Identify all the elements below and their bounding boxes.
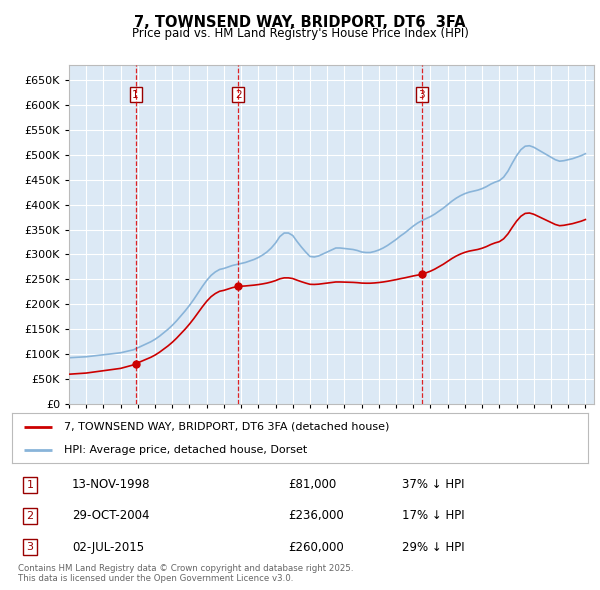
- Text: £81,000: £81,000: [288, 478, 336, 491]
- Text: HPI: Average price, detached house, Dorset: HPI: Average price, detached house, Dors…: [64, 445, 307, 455]
- Text: 13-NOV-1998: 13-NOV-1998: [72, 478, 151, 491]
- Text: 1: 1: [26, 480, 34, 490]
- Text: £260,000: £260,000: [288, 540, 344, 554]
- Text: Price paid vs. HM Land Registry's House Price Index (HPI): Price paid vs. HM Land Registry's House …: [131, 27, 469, 40]
- Text: 17% ↓ HPI: 17% ↓ HPI: [402, 509, 464, 523]
- Text: 1: 1: [133, 90, 139, 100]
- Text: Contains HM Land Registry data © Crown copyright and database right 2025.
This d: Contains HM Land Registry data © Crown c…: [18, 563, 353, 583]
- Text: 2: 2: [235, 90, 242, 100]
- Text: 3: 3: [26, 542, 34, 552]
- Text: 7, TOWNSEND WAY, BRIDPORT, DT6 3FA (detached house): 7, TOWNSEND WAY, BRIDPORT, DT6 3FA (deta…: [64, 421, 389, 431]
- Text: 3: 3: [419, 90, 425, 100]
- Text: 29-OCT-2004: 29-OCT-2004: [72, 509, 149, 523]
- Text: 29% ↓ HPI: 29% ↓ HPI: [402, 540, 464, 554]
- Text: 02-JUL-2015: 02-JUL-2015: [72, 540, 144, 554]
- Text: 37% ↓ HPI: 37% ↓ HPI: [402, 478, 464, 491]
- Text: 7, TOWNSEND WAY, BRIDPORT, DT6  3FA: 7, TOWNSEND WAY, BRIDPORT, DT6 3FA: [134, 15, 466, 30]
- Text: 2: 2: [26, 511, 34, 521]
- Text: £236,000: £236,000: [288, 509, 344, 523]
